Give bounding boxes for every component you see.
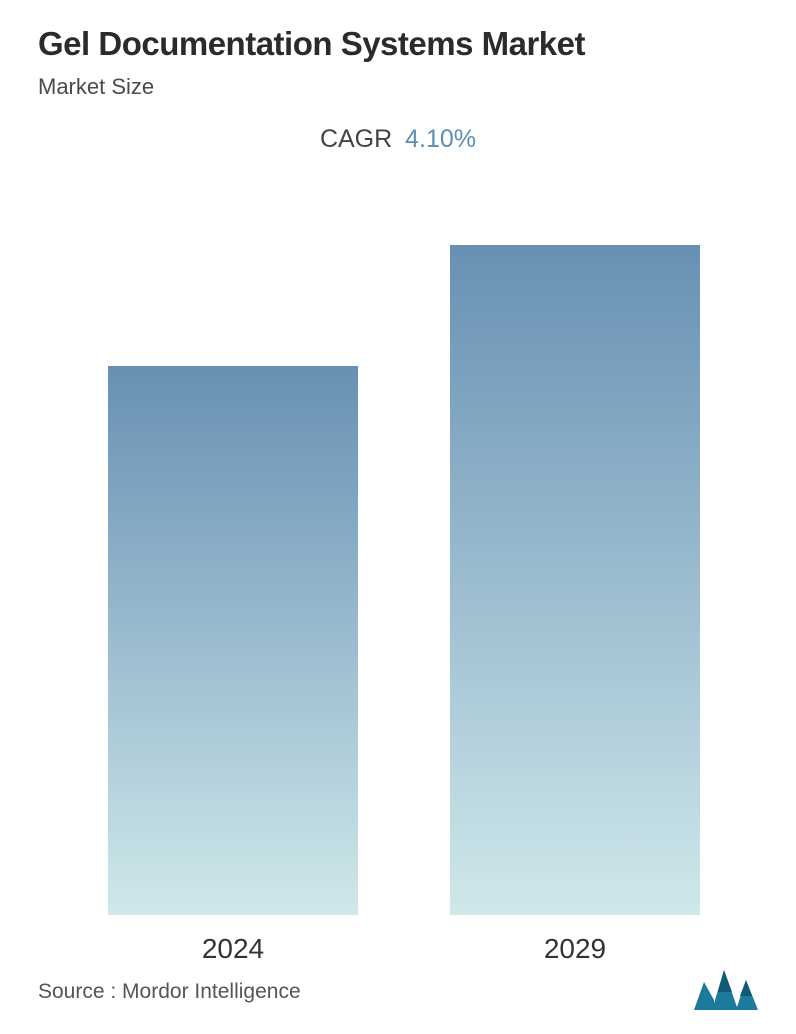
cagr-label: CAGR — [320, 125, 392, 153]
cagr-value: 4.10% — [405, 125, 476, 153]
bar-chart: 2024 2029 — [0, 195, 796, 915]
bar-2029: 2029 — [450, 245, 700, 915]
source-attribution: Source : Mordor Intelligence — [38, 980, 301, 1004]
page-subtitle: Market Size — [38, 74, 154, 100]
bar-label: 2029 — [450, 933, 700, 965]
page-title: Gel Documentation Systems Market — [38, 25, 585, 63]
bar-fill — [108, 366, 358, 915]
bar-fill — [450, 245, 700, 915]
bar-label: 2024 — [108, 933, 358, 965]
chart-page: Gel Documentation Systems Market Market … — [0, 0, 796, 1034]
bar-2024: 2024 — [108, 366, 358, 915]
cagr-row: CAGR 4.10% — [0, 125, 796, 154]
brand-logo-icon — [694, 970, 758, 1010]
